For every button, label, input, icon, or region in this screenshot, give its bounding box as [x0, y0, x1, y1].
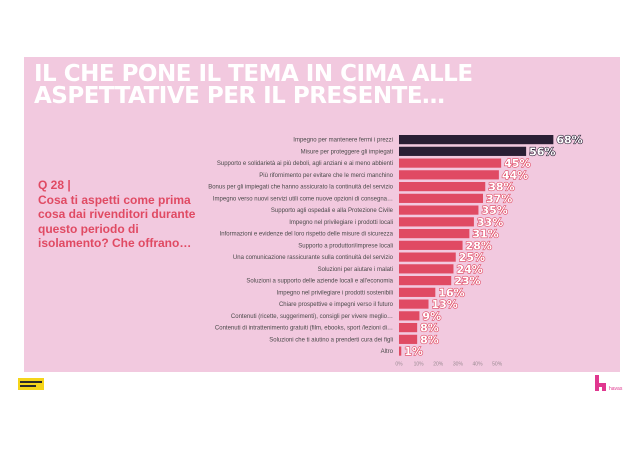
bar-label: Bonus per gli impiegati che hanno assicu…: [208, 185, 393, 191]
value-label: 9%: [422, 310, 441, 323]
bar: [399, 346, 402, 356]
bar: [399, 205, 479, 215]
x-tick-label: 20%: [433, 361, 444, 367]
value-label: 56%: [529, 145, 555, 158]
bar: [399, 276, 452, 286]
value-label: 24%: [456, 263, 482, 276]
bar-label: Impegno nel privilegiare i prodotti loca…: [289, 220, 393, 226]
bar-label: Contenuti di intrattenimento gratuiti (f…: [215, 326, 393, 332]
bar-label: Impegno per mantenere fermi i prezzi: [293, 138, 393, 144]
bar-label: Contenuti (ricette, suggerimenti), consi…: [231, 314, 393, 320]
bar-label: Supporto e solidarietà ai più deboli, ag…: [217, 161, 393, 167]
x-axis: 0% 10% 20% 30% 40% 50%: [395, 361, 502, 367]
bar: [399, 182, 486, 192]
value-label: 25%: [459, 251, 485, 264]
bar-label: Chiare prospettive e impegni verso il fu…: [279, 302, 394, 308]
bar-label: Soluzioni che ti aiutino a prenderti cur…: [269, 337, 393, 343]
bar-label: Supporto a produttori/imprese locali: [298, 243, 393, 249]
bar: [399, 311, 420, 321]
value-label: 44%: [502, 169, 528, 182]
x-tick-label: 10%: [414, 361, 425, 367]
value-label: 31%: [472, 228, 498, 241]
value-label: 38%: [488, 181, 514, 194]
bar: [399, 323, 418, 333]
value-label: 8%: [420, 333, 439, 346]
bar: [399, 146, 527, 156]
value-label: 33%: [477, 216, 503, 229]
value-label: 8%: [420, 322, 439, 335]
value-label: 35%: [481, 204, 507, 217]
value-label: 37%: [486, 192, 512, 205]
value-label: 28%: [466, 239, 492, 252]
question-number: Q 28 |: [38, 178, 71, 192]
slide-background: [24, 57, 620, 372]
bar: [399, 193, 483, 203]
bar: [399, 135, 554, 145]
value-label: 45%: [504, 157, 530, 170]
bar-label: Più rifornimento per evitare che le merc…: [259, 173, 393, 179]
bar: [399, 299, 429, 309]
bar: [399, 334, 418, 344]
value-label: 68%: [556, 134, 582, 147]
x-tick-label: 50%: [492, 361, 503, 367]
bar-label: Soluzioni per aiutare i malati: [318, 267, 393, 273]
value-label: 13%: [432, 298, 458, 311]
bar: [399, 217, 474, 227]
bar-label: Altro: [381, 349, 394, 355]
bar-label: Supporto agli ospedali e alla Protezione…: [271, 208, 394, 214]
bar: [399, 158, 502, 168]
x-tick-label: 0%: [395, 361, 403, 367]
question-text: Cosa ti aspetti come prima cosa dai rive…: [38, 192, 196, 251]
value-label: 1%: [404, 345, 423, 358]
bar: [399, 240, 463, 250]
bar-label: Informazioni e evidenze del loro rispett…: [220, 232, 394, 238]
headline: IL CHE PONE IL TEMA IN CIMA ALLE ASPETTA…: [34, 61, 473, 109]
value-label: 16%: [438, 286, 464, 299]
bar-label: Soluzioni a supporto delle aziende local…: [246, 279, 393, 285]
partner-logo-icon: [18, 378, 44, 390]
bar-label: Una comunicazione rassicurante sulla con…: [233, 255, 394, 261]
bar: [399, 264, 454, 274]
bar-label: Misure per proteggere gli impiegati: [301, 149, 393, 155]
x-tick-label: 40%: [473, 361, 484, 367]
bar-label: Impegno verso nuovi servizi utili come n…: [213, 196, 393, 202]
bar: [399, 252, 456, 262]
x-tick-label: 30%: [453, 361, 464, 367]
bars-group: Impegno per mantenere fermi i prezzi 68% M…: [208, 133, 583, 359]
bar-label: Impegno nel privilegiare i prodotti sost…: [277, 290, 393, 296]
question-block: Q 28 | Cosa ti aspetti come prima cosa d…: [38, 178, 198, 251]
havas-logo-text: havas: [609, 386, 623, 392]
value-label: 23%: [454, 275, 480, 288]
havas-logo-icon: havas: [595, 375, 623, 392]
bar: [399, 287, 436, 297]
bar: [399, 229, 470, 239]
bar: [399, 170, 499, 180]
